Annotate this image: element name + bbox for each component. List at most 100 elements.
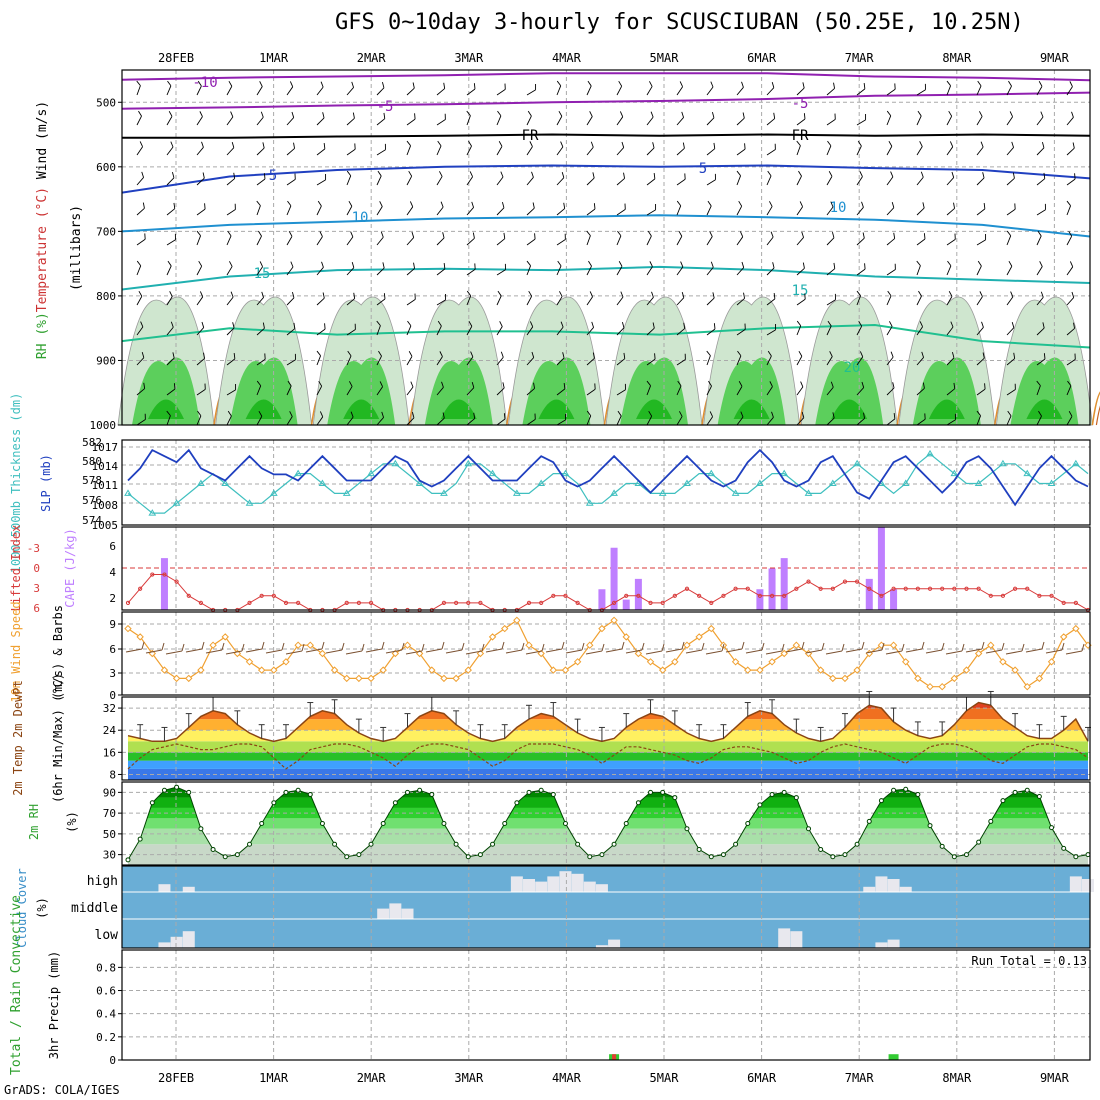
wind-barb-8-5 <box>286 322 296 336</box>
wind-barb-9-10 <box>436 351 443 366</box>
rh-marker-18 <box>344 854 350 860</box>
li-marker-65 <box>915 586 920 591</box>
thickness-marker-8 <box>221 479 230 486</box>
wind-barb-6-11 <box>466 263 476 276</box>
wind-barb-9-16 <box>616 352 626 366</box>
li-marker-75 <box>1037 593 1042 598</box>
wind-barb-3-24 <box>856 171 863 186</box>
wind-barb-staff <box>136 326 144 336</box>
top-date-label-3MAR: 3MAR <box>454 51 484 65</box>
wind-barb-0-13 <box>526 84 537 96</box>
wind-barb-9-21 <box>766 350 772 366</box>
cloud-low-bar-55 <box>790 931 803 948</box>
rh-marker-31 <box>502 821 508 826</box>
wind-barb-flag <box>1066 200 1071 206</box>
wind-barb-flag <box>442 412 445 419</box>
wind-barb-7-5 <box>286 292 295 306</box>
rh-marker-47 <box>696 846 702 852</box>
wind-barb-staff <box>376 149 386 156</box>
wind-barb-staff <box>1036 235 1042 246</box>
wind-barb-6-27 <box>946 260 952 276</box>
wind-barb-9-6 <box>316 350 322 366</box>
wind-barb-flag <box>979 291 983 297</box>
surface-barb-9 <box>305 648 323 653</box>
wind-barb-staff <box>1066 385 1072 396</box>
wind-barb-staff <box>796 145 801 156</box>
wind-barb-8-25 <box>886 321 893 336</box>
wind-barb-flag <box>289 81 294 87</box>
wind-barb-flag <box>262 142 265 149</box>
li-marker-67 <box>940 586 945 591</box>
wind-barb-0-18 <box>676 81 683 96</box>
wind-barb-staff <box>1066 235 1073 246</box>
wind-barb-flag <box>775 324 777 330</box>
wind-barb-flag <box>414 113 416 120</box>
wind-barb-2-6 <box>316 143 326 156</box>
upper-tick-label-0: 500 <box>96 96 116 109</box>
wind-barb-4-14 <box>556 202 566 216</box>
rh-marker-5 <box>186 789 192 795</box>
wind-barb-staff <box>436 237 445 246</box>
wind-barb-flag <box>558 110 563 117</box>
wind-barb-flag <box>322 292 325 299</box>
wind-barb-5-14 <box>556 233 566 246</box>
precip-tick-label-3: 0.2 <box>96 1031 116 1044</box>
wind-barb-10-17 <box>646 380 652 396</box>
wind-barb-10-13 <box>526 382 535 396</box>
wind-barb-staff <box>916 295 922 306</box>
wind-barb-flag <box>709 231 713 237</box>
wind-barb-staff <box>856 207 864 216</box>
wind-barb-flag <box>498 141 503 147</box>
wind-barb-9-11 <box>466 351 474 366</box>
li-marker-0 <box>125 600 131 606</box>
wind-barb-4-1 <box>166 202 176 216</box>
temp-tick-label-1: 24 <box>103 724 117 737</box>
wind-barb-9-18 <box>676 353 686 366</box>
surface-barb-flag-11 <box>361 643 365 652</box>
wind-barb-flag <box>528 290 533 297</box>
wind-barb-flag <box>468 140 472 147</box>
wind-barb-3-23 <box>826 171 833 186</box>
wind-speed-marker-59 <box>841 674 849 683</box>
wind-barb-11-0 <box>136 413 146 426</box>
wind-barb-5-30 <box>1036 230 1042 246</box>
rh-band-1 <box>128 828 1088 845</box>
wind-speed-marker-11 <box>257 666 266 674</box>
li-marker-47 <box>697 593 702 598</box>
wind-barb-flag <box>651 291 654 298</box>
contour-label-3: FR <box>522 128 539 144</box>
surface-barb-flag-28 <box>701 642 705 651</box>
wind-barb-1-9 <box>406 113 416 126</box>
rh-shade-dark-9 <box>1026 399 1063 419</box>
wind-barb-staff <box>526 357 535 366</box>
wind-speed-marker-26 <box>440 674 448 683</box>
cloud-level-label-low: low <box>95 928 119 943</box>
rh-shade-mid-9 <box>1010 357 1079 425</box>
wind-barb-flag <box>556 80 562 86</box>
wind-barb-staff <box>346 87 354 96</box>
cloud-middle-bar-21 <box>377 908 390 919</box>
wind-barb-10-7 <box>346 381 353 396</box>
wind-barb-staff <box>976 208 986 216</box>
wind-speed-marker-8 <box>221 633 229 641</box>
wind-speed-marker-6 <box>197 666 205 674</box>
cloud-high-bar-39 <box>595 884 608 892</box>
precip-ylabel-right: 3hr Precip (mm) <box>47 951 61 1059</box>
li-marker-18 <box>344 600 349 606</box>
li-marker-78 <box>1073 600 1078 606</box>
wind-barb-staff <box>976 265 982 276</box>
wind-barb-0-21 <box>766 81 775 96</box>
wind-barb-11-11 <box>466 412 476 426</box>
wind-barb-staff <box>436 417 445 426</box>
wind-barb-7-27 <box>946 291 953 306</box>
wind-barb-4-7 <box>346 200 353 216</box>
wind-barb-6-7 <box>346 261 355 276</box>
wind-barb-0-4 <box>256 81 263 96</box>
wind-barb-9-29 <box>1006 352 1016 366</box>
wind-barb-flag <box>259 81 263 87</box>
wind-barb-6-0 <box>136 260 142 276</box>
wind-barb-3-9 <box>406 170 413 186</box>
wind-barb-10-16 <box>616 383 626 396</box>
wind-barb-staff <box>1036 358 1046 366</box>
precip-total-bar-63 <box>888 1054 899 1060</box>
